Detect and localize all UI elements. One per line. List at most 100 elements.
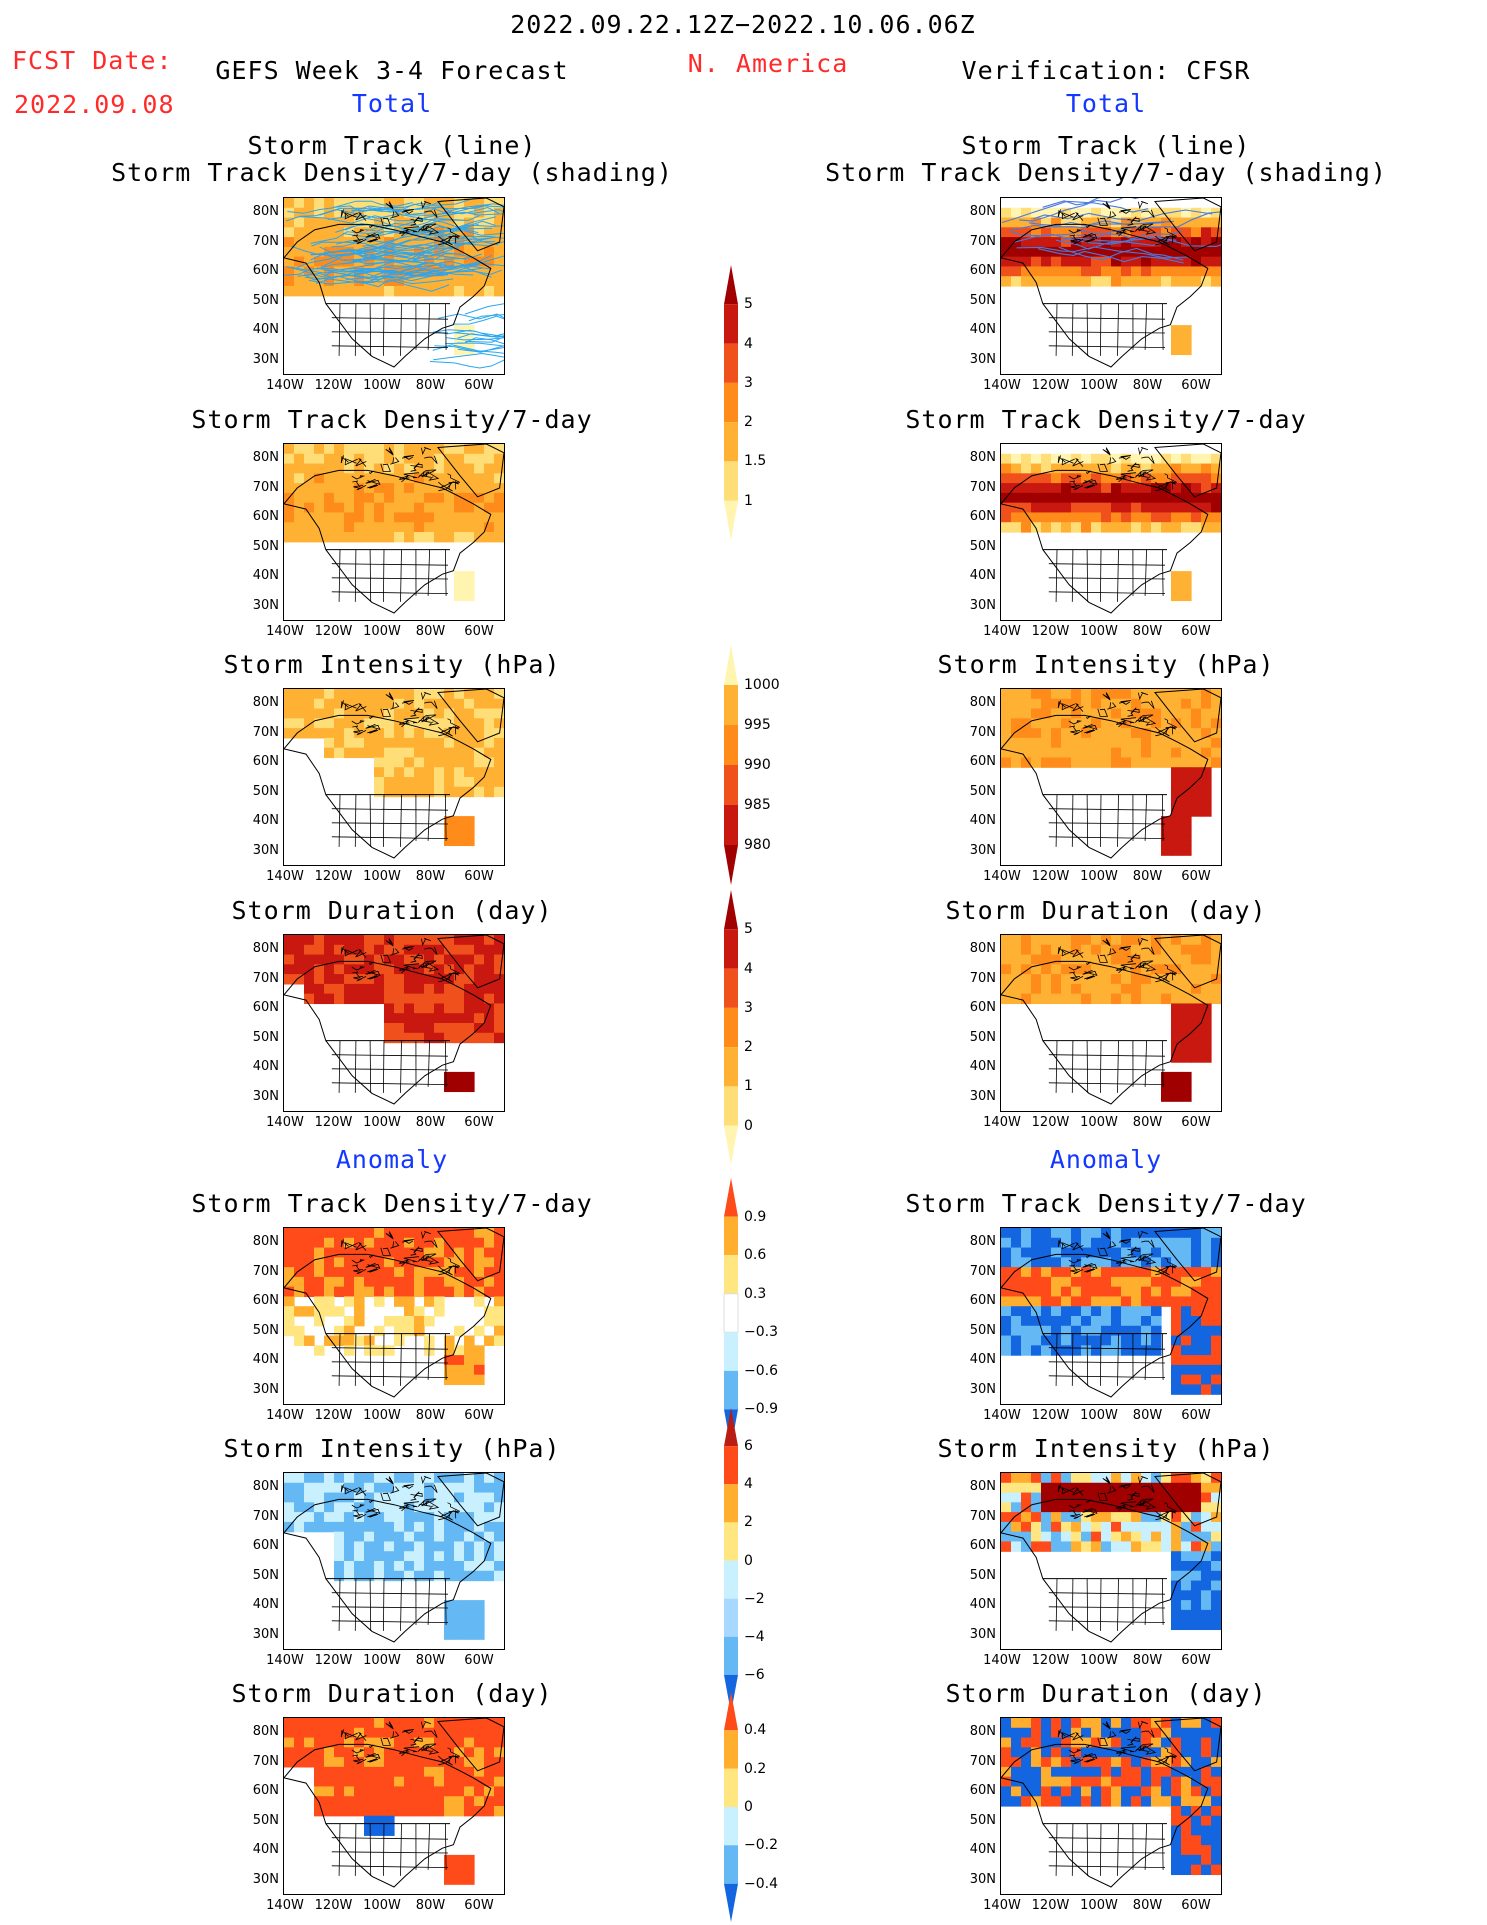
map-cell <box>1181 344 1192 356</box>
map-cell <box>494 276 504 287</box>
map-cell <box>424 1247 435 1258</box>
lat-tick-label: 70N <box>252 724 279 740</box>
map-cell <box>1201 1766 1212 1778</box>
map-cell <box>1021 1335 1032 1346</box>
map-cell <box>314 207 325 219</box>
island-coastline <box>1138 1475 1149 1485</box>
map-cell <box>1041 1237 1052 1249</box>
map-cell <box>344 708 355 719</box>
map-cell <box>414 786 425 798</box>
map-cell <box>464 1081 475 1093</box>
storm-track-line <box>285 261 428 278</box>
map-cell <box>464 1374 475 1386</box>
map-cell <box>1041 1512 1052 1523</box>
map-cell <box>314 237 325 248</box>
map-cell <box>1041 1776 1052 1788</box>
map-cell <box>1111 453 1122 465</box>
map-cell <box>374 256 385 268</box>
map-cell <box>454 1766 465 1778</box>
map-cell <box>1211 1570 1221 1582</box>
map-cell <box>1091 463 1102 474</box>
map-cell <box>464 1874 475 1885</box>
map-cell <box>1171 1473 1182 1484</box>
island-coastline <box>1107 1241 1117 1249</box>
island-coastline <box>1072 1486 1084 1496</box>
island-coastline <box>421 714 437 723</box>
map-cell <box>1091 698 1102 710</box>
island-coastline <box>438 1755 453 1766</box>
map-cell <box>1181 571 1192 582</box>
map-cell <box>1031 974 1042 985</box>
lon-tick-label: 120W <box>314 1408 353 1423</box>
map-cell <box>324 1521 335 1533</box>
map-cell <box>444 1747 455 1758</box>
island-coastline <box>424 1729 438 1738</box>
map-cell <box>364 1237 375 1249</box>
island-coastline <box>417 715 431 723</box>
map-cell <box>1081 708 1092 719</box>
island-coastline <box>1138 1743 1154 1752</box>
map-cell <box>484 444 495 455</box>
map-cell <box>304 1306 315 1317</box>
map-cell <box>474 698 485 710</box>
map-cell <box>334 983 345 995</box>
map-cell <box>374 1541 385 1552</box>
map-cell <box>1201 1306 1212 1317</box>
map-cell <box>1001 1796 1012 1807</box>
map-cell <box>1201 483 1212 494</box>
map-cell <box>324 728 335 739</box>
map-cell <box>1101 1786 1112 1797</box>
map-cell <box>1191 1042 1202 1053</box>
island-coastline <box>1120 472 1137 479</box>
map-cell <box>474 1629 485 1640</box>
map-cell <box>374 1776 385 1788</box>
map-cell <box>384 1003 395 1014</box>
island-coastline <box>1138 937 1149 947</box>
map-cell <box>404 1306 415 1317</box>
map-cell <box>354 522 365 533</box>
map-cell <box>384 964 395 975</box>
map-cell <box>1171 1854 1182 1866</box>
map-cell <box>334 246 345 258</box>
map-cell <box>1101 728 1112 739</box>
map-cell <box>284 1316 295 1327</box>
map-cell <box>334 1267 345 1278</box>
island-coastline <box>1116 475 1127 483</box>
map-cell <box>304 1757 315 1768</box>
map-cell <box>344 1737 355 1748</box>
map-cell <box>1071 964 1082 975</box>
map-cell <box>314 246 325 258</box>
island-coastline <box>1127 1247 1140 1252</box>
storm-track-line <box>342 253 483 270</box>
map-cell <box>324 1335 335 1346</box>
lon-tick-label: 120W <box>1031 624 1070 639</box>
map-cell <box>344 512 355 523</box>
map-cell <box>314 935 325 946</box>
map-cell <box>1011 1247 1022 1258</box>
map-cell <box>1101 502 1112 514</box>
map-cell <box>284 502 295 514</box>
colorbar-label: −0.2 <box>744 1837 778 1854</box>
map-cell <box>1211 1502 1221 1513</box>
map-cell <box>1051 1502 1062 1513</box>
panel-title-line1: Storm Track Density/7-day <box>191 1189 593 1218</box>
map-cell <box>344 1570 355 1582</box>
map-cell <box>1111 974 1122 985</box>
lat-tick-label: 80N <box>969 941 996 956</box>
map-cell <box>1121 1766 1132 1778</box>
map-cell <box>1081 1276 1092 1288</box>
map-cell <box>444 689 455 700</box>
map-cell <box>1021 453 1032 465</box>
map-cell <box>334 1806 345 1817</box>
map-cell <box>1151 1492 1162 1503</box>
map-cell <box>1051 276 1062 287</box>
map-cell <box>1121 1776 1132 1788</box>
map-cell <box>404 935 415 946</box>
map-cell <box>1211 954 1221 965</box>
map-cell <box>1131 1727 1142 1739</box>
map-cell <box>1051 1482 1062 1494</box>
map-cell <box>1011 1237 1022 1249</box>
map-cell <box>414 532 425 543</box>
map-cell <box>1141 473 1152 484</box>
lon-tick-label: 100W <box>363 869 401 884</box>
